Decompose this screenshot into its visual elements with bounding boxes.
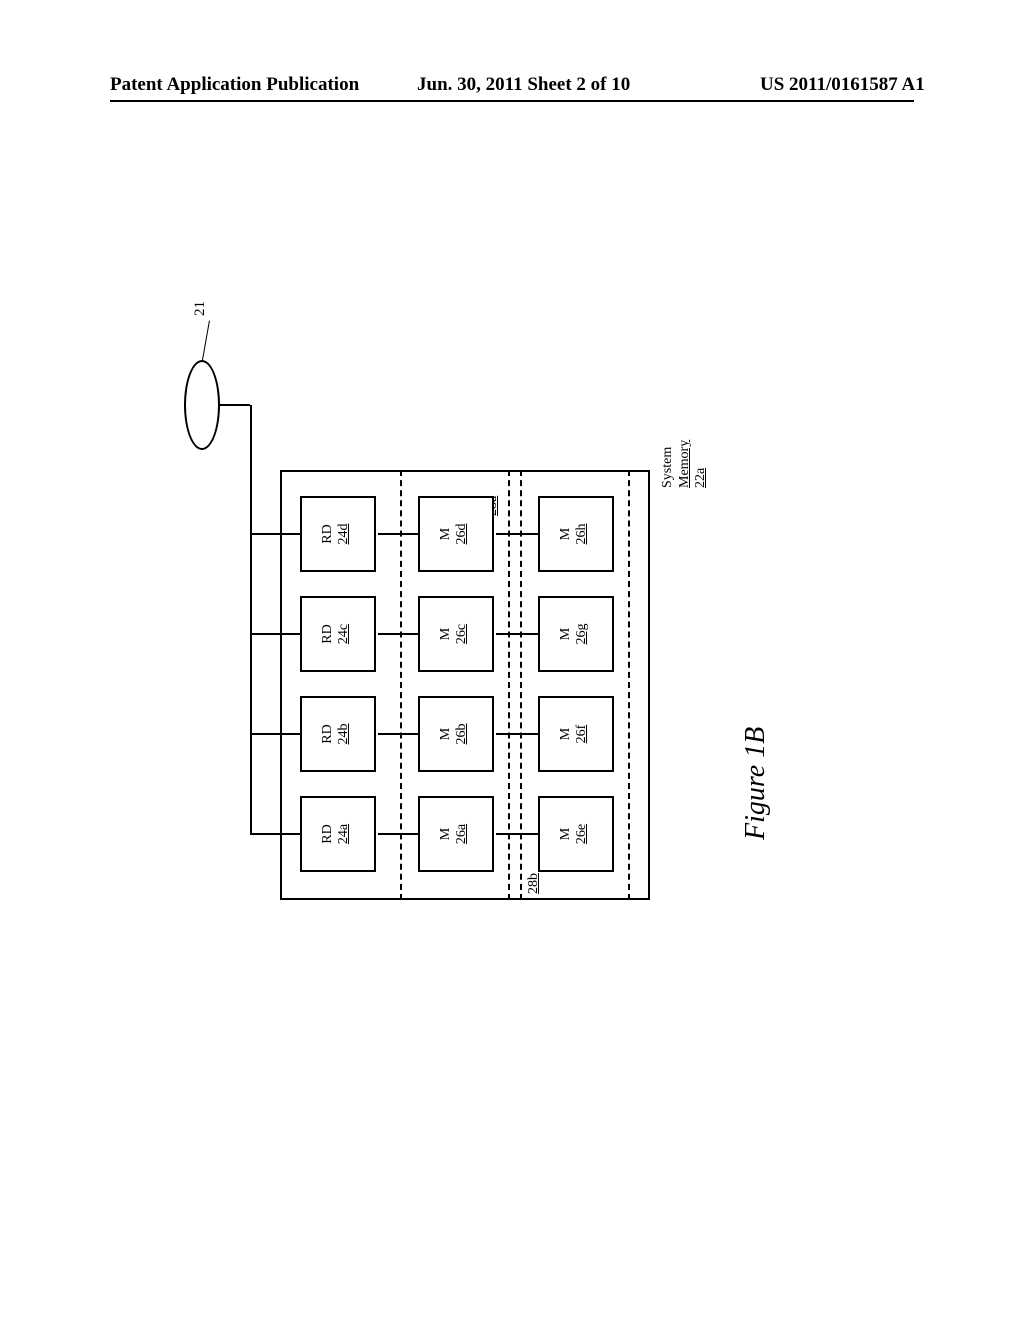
header-center: Jun. 30, 2011 Sheet 2 of 10	[417, 74, 630, 96]
rd-label: RD	[320, 598, 336, 670]
m-to-m-line	[496, 533, 538, 535]
header-right: US 2011/0161587 A1	[760, 74, 925, 96]
m-ref: 26d	[454, 498, 470, 570]
m-ref: 26f	[574, 698, 590, 770]
header-rule	[110, 100, 914, 102]
rd-cell: RD 24a	[300, 796, 376, 872]
rd-cell: RD 24d	[300, 496, 376, 572]
rd-ref: 24d	[336, 498, 352, 570]
riser-b-ref: 28b	[526, 873, 542, 894]
m-ref: 26e	[574, 798, 590, 870]
rd-ref: 24b	[336, 698, 352, 770]
rd-to-m-line	[378, 733, 418, 735]
memory-cell: M 26c	[418, 596, 494, 672]
rd-cell: RD 24c	[300, 596, 376, 672]
system-memory-label-line2: Memory 22a	[677, 440, 709, 488]
memory-system-diagram: 21 System Memory 22a 28a 28b RD 24a	[220, 260, 660, 960]
memory-cell: M 26g	[538, 596, 614, 672]
m-label: M	[558, 498, 574, 570]
m-ref: 26c	[454, 598, 470, 670]
bus-to-interconnect-line	[220, 404, 250, 406]
m-to-m-line	[496, 633, 538, 635]
rd-to-m-line	[378, 533, 418, 535]
header-left: Patent Application Publication	[110, 74, 359, 96]
memory-cell: M 26b	[418, 696, 494, 772]
m-ref: 26g	[574, 598, 590, 670]
memory-cell: M 26f	[538, 696, 614, 772]
memory-cell: M 26d	[418, 496, 494, 572]
rd-ref: 24a	[336, 798, 352, 870]
figure-caption: Figure 1B	[740, 727, 772, 840]
m-ref: 26b	[454, 698, 470, 770]
rd-to-m-line	[378, 633, 418, 635]
rd-to-m-line	[378, 833, 418, 835]
memory-cell: M 26a	[418, 796, 494, 872]
bus-horizontal-line	[250, 405, 252, 835]
interconnect-ellipse-icon	[184, 360, 220, 450]
memory-cell: M 26e	[538, 796, 614, 872]
m-ref: 26h	[574, 498, 590, 570]
m-label: M	[558, 598, 574, 670]
page-root: Patent Application Publication Jun. 30, …	[0, 0, 1024, 1320]
m-ref: 26a	[454, 798, 470, 870]
m-label: M	[438, 698, 454, 770]
diagram-rotated-container: 21 System Memory 22a 28a 28b RD 24a	[220, 260, 660, 960]
rd-label: RD	[320, 798, 336, 870]
interconnect-leader-line	[202, 321, 210, 361]
memory-cell: M 26h	[538, 496, 614, 572]
rd-label: RD	[320, 498, 336, 570]
m-to-m-line	[496, 733, 538, 735]
rd-cell: RD 24b	[300, 696, 376, 772]
rd-ref: 24c	[336, 598, 352, 670]
system-memory-label-line1: System	[660, 447, 676, 488]
m-to-m-line	[496, 833, 538, 835]
m-label: M	[438, 498, 454, 570]
m-label: M	[438, 598, 454, 670]
m-label: M	[438, 798, 454, 870]
m-label: M	[558, 798, 574, 870]
rd-label: RD	[320, 698, 336, 770]
m-label: M	[558, 698, 574, 770]
interconnect-ref-number: 21	[192, 301, 209, 316]
